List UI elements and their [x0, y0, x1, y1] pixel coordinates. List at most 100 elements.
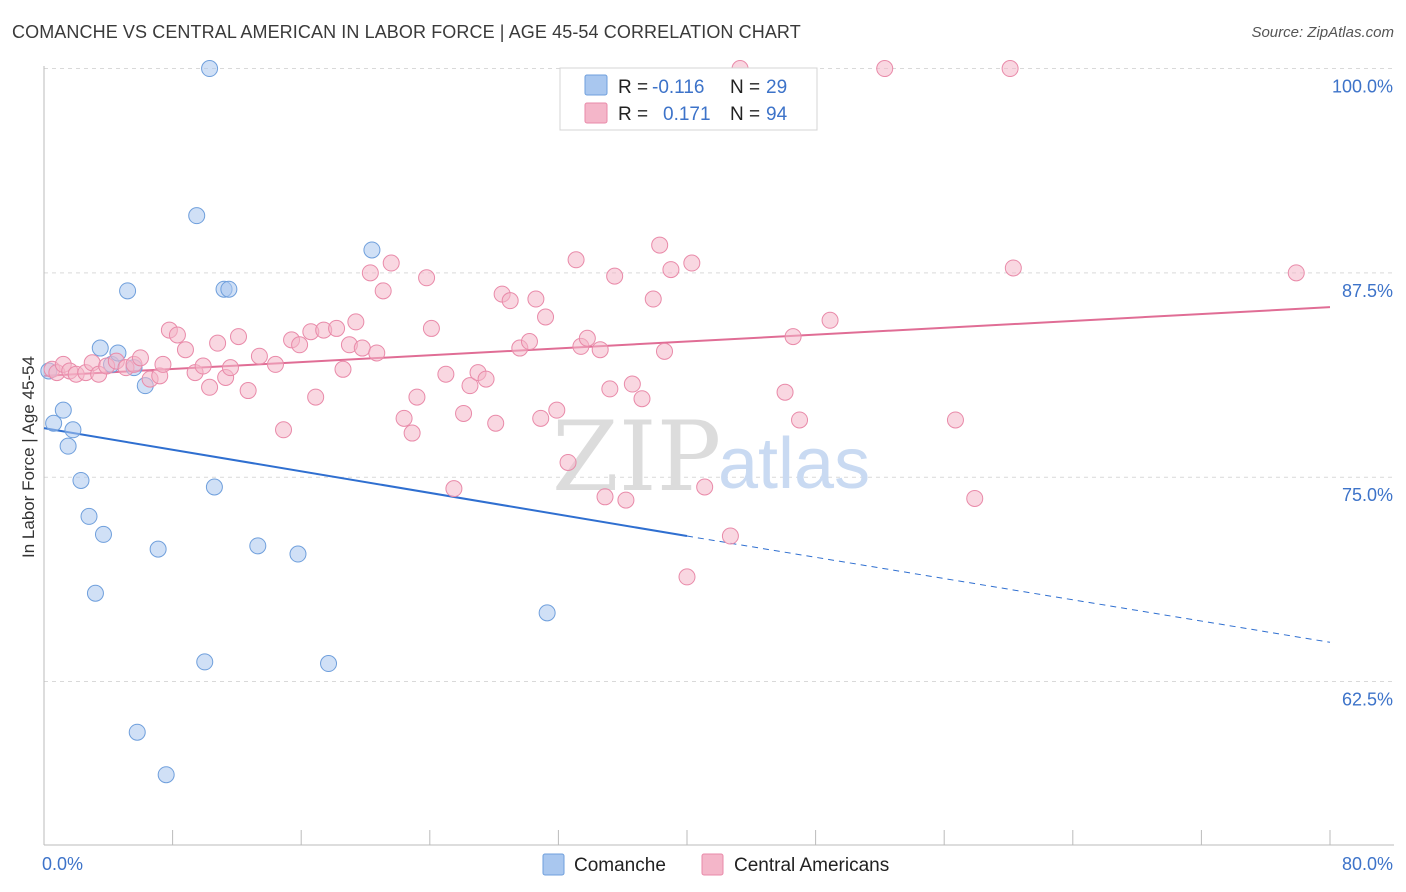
comanche-point: [45, 414, 63, 432]
central-americans-point: [250, 347, 268, 365]
central-americans-point: [328, 319, 346, 337]
central-americans-point: [501, 292, 519, 310]
legend-r-label-2: R =: [618, 104, 648, 125]
legend-n-label-1: N =: [730, 77, 760, 98]
legend-swatch-comanche: [584, 74, 608, 96]
central-americans-point: [194, 357, 212, 375]
comanche-point: [205, 478, 223, 496]
comanche-point: [128, 723, 146, 741]
central-americans-point: [437, 365, 455, 383]
central-americans-point: [487, 414, 505, 432]
legend-n-label-2: N =: [730, 104, 760, 125]
comanche-point: [94, 525, 112, 543]
central-americans-point: [1004, 259, 1022, 277]
axes: [43, 66, 1394, 846]
central-americans-point: [651, 236, 669, 254]
watermark-atlas: atlas: [718, 424, 870, 504]
comanche-point: [80, 507, 98, 525]
central-americans-point: [578, 329, 596, 347]
x-tick-labels: 0.0% 80.0%: [42, 854, 1393, 874]
comanche-point: [289, 545, 307, 563]
x-tick-label: 80.0%: [1342, 854, 1393, 874]
comanche-point: [320, 655, 338, 673]
central-americans-point: [1001, 60, 1019, 78]
central-americans-point: [461, 377, 479, 395]
central-americans-point: [532, 409, 550, 427]
central-americans-point: [455, 404, 473, 422]
central-americans-point: [395, 409, 413, 427]
central-americans-point: [334, 360, 352, 378]
central-americans-point: [382, 254, 400, 272]
central-americans-point: [623, 375, 641, 393]
data-points: [40, 60, 1305, 784]
central-americans-point: [477, 370, 495, 388]
central-americans-point: [662, 261, 680, 279]
comanche-point: [86, 584, 104, 602]
comanche-trend-line: [43, 427, 688, 538]
central-americans-point: [821, 311, 839, 329]
central-americans-point: [683, 254, 701, 272]
central-americans-point: [131, 349, 149, 367]
central-americans-point: [201, 378, 219, 396]
legend-r-value-1: -0.116: [652, 77, 704, 98]
central-americans-point: [154, 355, 172, 373]
central-americans-point: [368, 344, 386, 362]
central-americans-point: [946, 411, 964, 429]
central-americans-point: [209, 334, 227, 352]
central-americans-point: [678, 568, 696, 586]
legend-n-value-1: 29: [766, 77, 787, 98]
central-americans-point: [537, 308, 555, 326]
central-americans-point: [548, 401, 566, 419]
y-tick-label: 62.5%: [1342, 690, 1393, 710]
central-americans-point: [791, 411, 809, 429]
central-americans-point: [307, 388, 325, 406]
chart-title: COMANCHE VS CENTRAL AMERICAN IN LABOR FO…: [12, 22, 801, 42]
comanche-point: [91, 339, 109, 357]
central-americans-point: [168, 326, 186, 344]
central-americans-point: [230, 328, 248, 346]
central-americans-point: [721, 527, 739, 545]
grid-lines: [44, 68, 1394, 683]
central-americans-point: [176, 341, 194, 359]
source-label: Source: ZipAtlas.com: [1251, 24, 1394, 41]
bottom-legend: Comanche Central Americans: [542, 853, 889, 876]
y-tick-label: 87.5%: [1342, 281, 1393, 301]
legend: R = -0.116 N = 29 R = 0.171 N = 94: [559, 67, 818, 131]
central-americans-point: [567, 251, 585, 269]
central-americans-point: [617, 491, 635, 509]
central-americans-point: [275, 421, 293, 439]
x-tick-label: 0.0%: [42, 854, 83, 874]
comanche-point: [157, 766, 175, 784]
central-americans-point: [374, 282, 392, 300]
watermark-zip: ZIP: [552, 401, 721, 513]
comanche-point: [220, 280, 238, 298]
comanche-point: [72, 471, 90, 489]
y-axis-title: In Labor Force | Age 45-54: [19, 356, 38, 558]
comanche-point: [363, 241, 381, 259]
central-americans-point: [784, 328, 802, 346]
central-americans-point: [221, 359, 239, 377]
central-americans-point: [418, 269, 436, 287]
y-tick-label: 100.0%: [1332, 77, 1393, 97]
comanche-point: [201, 60, 219, 78]
central-americans-point: [776, 383, 794, 401]
central-americans-point: [644, 290, 662, 308]
bottom-legend-swatch-comanche: [542, 853, 565, 876]
central-americans-point: [291, 336, 309, 354]
comanche-point: [119, 282, 137, 300]
bottom-legend-label-comanche: Comanche: [574, 855, 666, 876]
comanche-point: [538, 604, 556, 622]
y-tick-labels: 100.0% 87.5% 75.0% 62.5%: [1332, 77, 1393, 710]
y-tick-label: 75.0%: [1342, 485, 1393, 505]
central-americans-point: [353, 339, 371, 357]
comanche-point: [64, 421, 82, 439]
watermark: ZIP atlas: [552, 401, 870, 513]
central-americans-point: [527, 290, 545, 308]
legend-n-value-2: 94: [766, 104, 788, 125]
central-americans-point: [633, 390, 651, 408]
legend-r-label-1: R =: [618, 77, 648, 98]
comanche-point: [249, 537, 267, 555]
x-ticks: [43, 830, 1331, 845]
central-americans-point: [361, 264, 379, 282]
